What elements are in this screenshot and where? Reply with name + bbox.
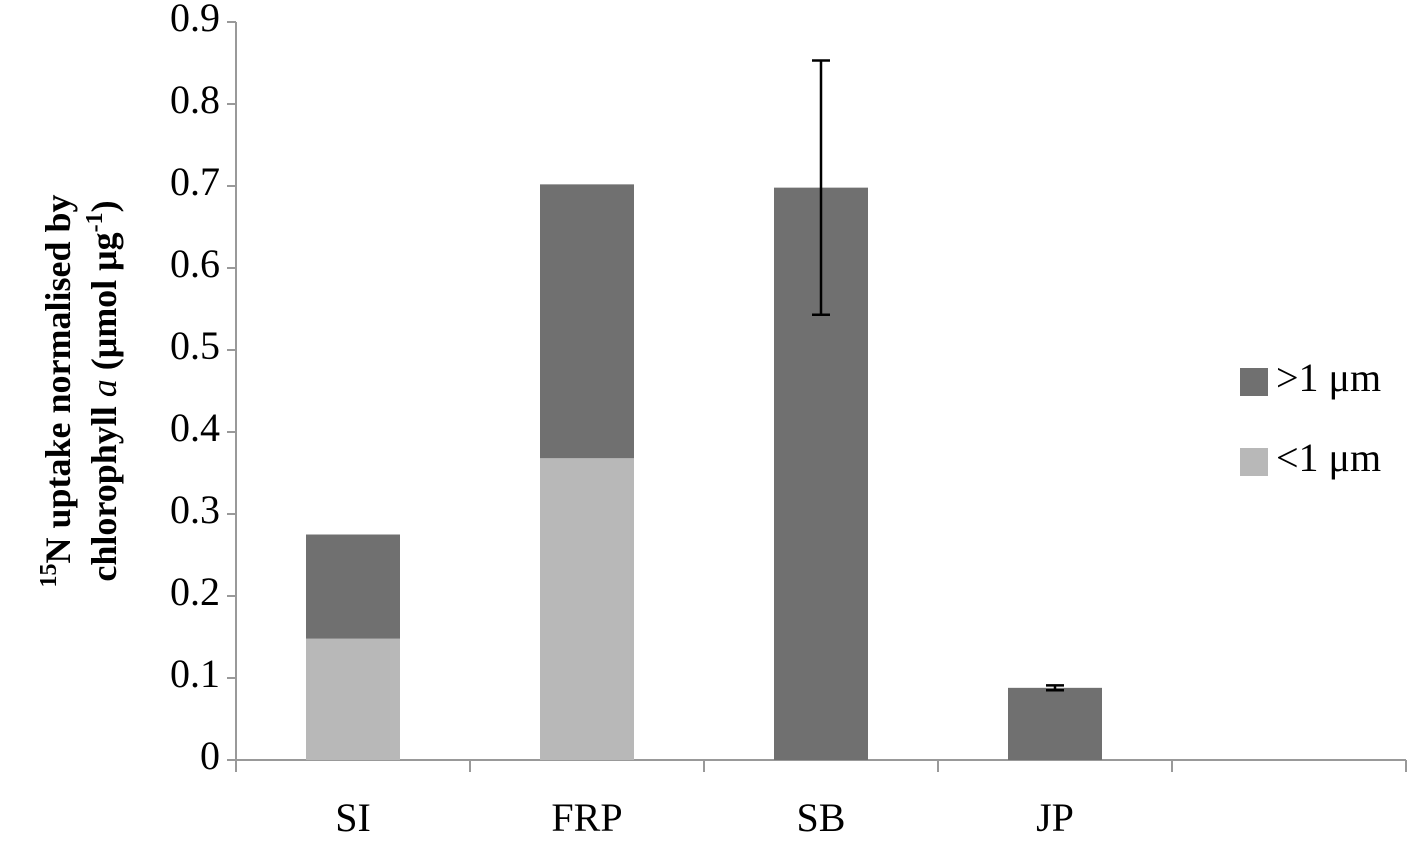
superscript: 15 bbox=[36, 564, 62, 588]
y-tick-label: 0.3 bbox=[170, 487, 220, 532]
label-text: a bbox=[84, 379, 124, 397]
bar-segment bbox=[306, 534, 400, 639]
superscript: -1 bbox=[82, 212, 108, 232]
y-tick-label: 0.8 bbox=[170, 77, 220, 122]
y-tick-label: 0.5 bbox=[170, 323, 220, 368]
error-bar bbox=[1046, 684, 1064, 692]
error-bar bbox=[812, 59, 830, 316]
y-tick-label: 0.4 bbox=[170, 405, 220, 450]
label-text: chlorophyll bbox=[84, 397, 124, 581]
legend-swatch bbox=[1240, 448, 1268, 476]
legend-label: >1 μm bbox=[1276, 355, 1381, 400]
x-tick-label: JP bbox=[1036, 795, 1074, 840]
bar-segment bbox=[540, 458, 634, 760]
y-tick-label: 0.2 bbox=[170, 569, 220, 614]
x-tick-label: SI bbox=[335, 795, 371, 840]
y-tick-label: 0 bbox=[200, 733, 220, 778]
label-text: N uptake normalised by bbox=[38, 194, 78, 563]
label-text: (μmol μg bbox=[84, 232, 124, 379]
bar-segment bbox=[1008, 687, 1102, 760]
y-tick-label: 0.1 bbox=[170, 651, 220, 696]
y-axis-label: chlorophyll a (μmol μg-1) bbox=[82, 200, 125, 581]
label-text: ) bbox=[84, 200, 124, 212]
legend-label: <1 μm bbox=[1276, 435, 1381, 480]
bar-segment bbox=[540, 184, 634, 459]
y-tick-label: 0.6 bbox=[170, 241, 220, 286]
x-tick-label: FRP bbox=[551, 795, 622, 840]
legend-swatch bbox=[1240, 368, 1268, 396]
y-tick-label: 0.7 bbox=[170, 159, 220, 204]
bar-segment bbox=[306, 638, 400, 760]
y-tick-label: 0.9 bbox=[170, 0, 220, 40]
x-tick-label: SB bbox=[797, 795, 846, 840]
y-axis-label: 15N uptake normalised by bbox=[36, 194, 79, 587]
